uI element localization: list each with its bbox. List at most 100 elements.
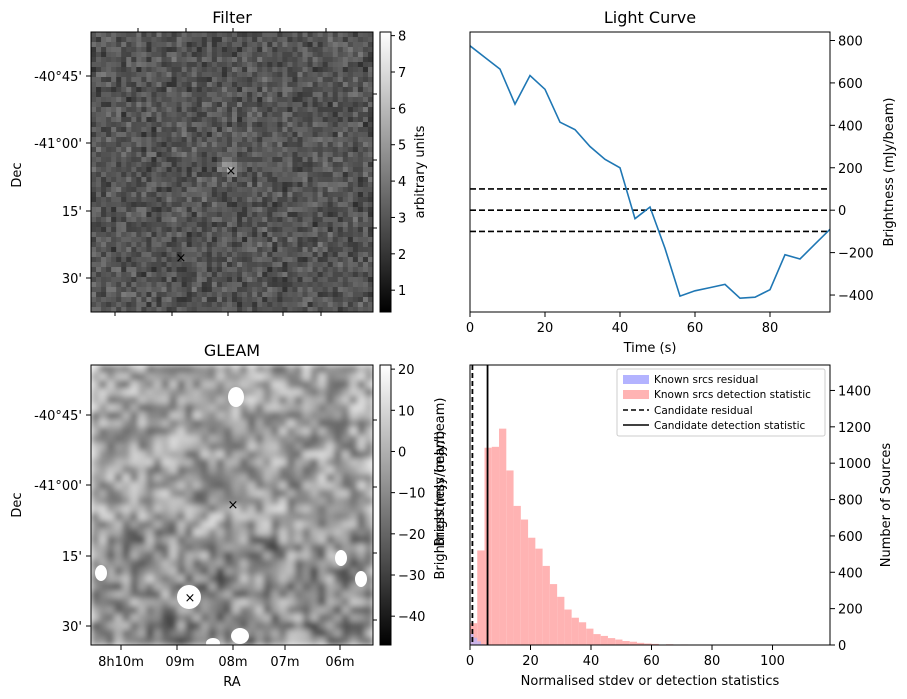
histogram-left-ylabel: Brightness (mJy/beam): [433, 431, 448, 580]
gleam-bright-source: [206, 638, 220, 645]
light-curve-ylabel: Brightness (mJy/beam): [882, 98, 897, 247]
light-curve-xlabel: Time (s): [623, 341, 677, 356]
histogram-xaxis: 0 20 40 60 80 100: [466, 645, 785, 669]
gleam-colorbar-label: Brightness (mJy/beam): [433, 398, 448, 547]
histogram-frame: [469, 364, 831, 646]
histogram-bar: [473, 637, 478, 645]
histogram-bar: [477, 641, 481, 645]
filter-known-source-marker: ×: [176, 251, 187, 266]
filter-colorbar-gradient: [379, 31, 392, 313]
light-curve-ytick-label: −200: [838, 247, 874, 262]
histogram-bar: [651, 643, 659, 645]
gleam-panel: GLEAM × × -40°45' -41°00' 15' 30' Dec: [10, 341, 448, 690]
histogram-bar: [535, 548, 543, 645]
gleam-bright-source: [231, 628, 249, 644]
histogram-ytick-label: 800: [838, 494, 863, 509]
colorbar-tick-label: 2: [398, 248, 406, 263]
colorbar-tick-label: 1: [398, 284, 406, 299]
gleam-bright-source: [95, 565, 107, 581]
colorbar-tick-label: −20: [398, 528, 425, 543]
histogram-bar: [615, 639, 623, 645]
filter-panel: Filter × × -40°45' -41°00' 15' 30' Dec: [10, 8, 428, 316]
colorbar-tick-label: 0: [398, 445, 406, 460]
legend-swatch-known-detection: [623, 390, 649, 399]
histogram-xtick-label: 40: [583, 654, 600, 669]
histogram-bar: [491, 446, 500, 645]
histogram-bar: [593, 634, 601, 645]
histogram-bar: [520, 519, 529, 645]
light-curve-threshold-lines: [470, 188, 830, 233]
light-curve-panel: Light Curve 0 20 40 60 80 800 600 400 200 0 −200 −…: [466, 8, 897, 356]
gleam-bright-source: [355, 571, 367, 587]
gleam-frame: [90, 364, 374, 646]
gleam-xlabel: RA: [223, 675, 241, 690]
light-curve-ytick-label: 200: [838, 162, 863, 177]
light-curve-frame: [469, 31, 831, 313]
histogram-bar: [629, 641, 637, 645]
histogram-bar: [644, 643, 652, 645]
histogram-ytick-label: 0: [838, 639, 846, 654]
histogram-xtick-label: 60: [643, 654, 660, 669]
histogram-bar: [499, 428, 507, 645]
legend-box: [616, 368, 826, 437]
histogram-bar: [557, 596, 565, 645]
histogram-bar: [506, 470, 514, 645]
colorbar-tick-label: 7: [398, 66, 406, 81]
light-curve-ytick-label: 600: [838, 77, 863, 92]
histogram-bar: [600, 635, 608, 645]
histogram-yaxis: 1400 1200 1000 800 600 400 200 0: [830, 384, 871, 654]
colorbar-tick-label: 5: [398, 139, 406, 154]
legend-label: Known srcs residual: [654, 374, 758, 386]
histogram-ytick-label: 1200: [838, 421, 871, 436]
histogram-bar: [636, 642, 645, 645]
histogram-ytick-label: 400: [838, 566, 863, 581]
histogram-bar: [586, 628, 594, 645]
colorbar-tick-label: −30: [398, 569, 425, 584]
gleam-ytick: 15': [62, 550, 82, 565]
gleam-title: GLEAM: [204, 341, 260, 360]
light-curve-xaxis: 0 20 40 60 80: [466, 312, 778, 336]
histogram-right-ylabel: Number of Sources: [879, 443, 894, 568]
filter-candidate-marker: ×: [226, 164, 237, 179]
histogram-legend: Known srcs residual Known srcs detection…: [616, 368, 826, 437]
histogram-bar: [607, 638, 616, 645]
light-curve-ytick-label: 800: [838, 34, 863, 49]
colorbar-tick-label: 6: [398, 102, 406, 117]
filter-ytick: -40°45': [34, 70, 82, 85]
gleam-bright-source: [335, 550, 347, 566]
light-curve-xtick-label: 20: [537, 321, 554, 336]
gleam-xtick: 07m: [270, 655, 299, 670]
gleam-xtick: 08m: [218, 655, 247, 670]
filter-title: Filter: [212, 8, 252, 27]
histogram-bar: [571, 617, 579, 645]
histogram-panel: 0 20 40 60 80 100 1400 1200 1000 800 600 400 200 0 N…: [466, 364, 894, 689]
histogram-ytick-label: 600: [838, 530, 863, 545]
gleam-xtick: 06m: [325, 655, 354, 670]
filter-ylabel: Dec: [10, 162, 25, 187]
filter-ytick: -41°00': [34, 137, 82, 152]
colorbar-tick-label: 20: [398, 363, 415, 378]
histogram-bars: [470, 428, 804, 645]
filter-xaxis-ticks: [114, 28, 377, 316]
light-curve-xtick-label: 60: [687, 321, 704, 336]
histogram-ytick-label: 200: [838, 603, 863, 618]
light-curve-series-line: [470, 45, 830, 300]
gleam-ylabel: Dec: [10, 492, 25, 517]
filter-colorbar: 1 2 3 4 5 6 7 8 arbitrary units: [379, 30, 428, 313]
gleam-known-source-blob: [177, 585, 201, 609]
legend-label: Candidate detection statistic: [654, 420, 806, 432]
filter-ytick: 30': [62, 272, 82, 287]
gleam-known-source-marker: ×: [185, 591, 196, 606]
light-curve-ytick-label: −400: [838, 289, 874, 304]
gleam-colorbar-gradient: [379, 364, 392, 646]
colorbar-tick-label: −10: [398, 487, 425, 502]
histogram-xtick-label: 100: [760, 654, 785, 669]
light-curve-ytick-label: 400: [838, 119, 863, 134]
filter-yaxis: -40°45' -41°00' 15' 30' Dec: [10, 70, 91, 287]
histogram-bar: [622, 641, 630, 645]
filter-image: [91, 32, 373, 312]
gleam-ytick: -40°45': [34, 409, 82, 424]
light-curve-title: Light Curve: [604, 8, 696, 27]
gleam-candidate-marker: ×: [228, 498, 239, 513]
